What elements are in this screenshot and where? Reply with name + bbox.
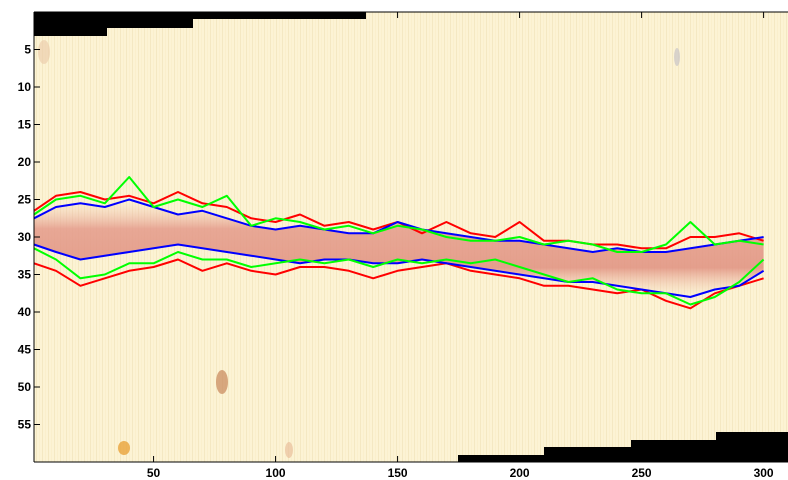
series-2-lower-line	[33, 243, 765, 298]
y-tick-label: 10	[18, 80, 32, 94]
plot-area	[33, 12, 788, 462]
x-tick-label: 100	[266, 466, 286, 480]
x-tick-label: 150	[388, 466, 408, 480]
image-spot	[674, 48, 680, 66]
image-spot	[118, 441, 130, 455]
image-corner-bottom-right	[458, 432, 788, 462]
image-spot	[285, 442, 293, 458]
y-tick-label: 25	[18, 193, 32, 207]
x-tick-label: 200	[510, 466, 530, 480]
y-tick-label: 20	[18, 155, 32, 169]
y-tick-label: 45	[18, 343, 32, 357]
series-3-lower-line	[33, 247, 765, 306]
y-tick-label: 40	[18, 305, 32, 319]
x-tick-label: 250	[632, 466, 652, 480]
image-corner-top-left	[34, 12, 366, 36]
y-tick-label: 30	[18, 230, 32, 244]
crack-band	[34, 199, 764, 297]
y-tick-label: 15	[18, 118, 32, 132]
y-tick-label: 50	[18, 380, 32, 394]
axes: 50 100 150 200 250 300 5 10 15 20 25 30 35 40 45 50 55	[18, 11, 788, 480]
y-tick-label: 35	[18, 268, 32, 282]
x-tick-label: 50	[147, 466, 161, 480]
series-3-upper-line	[33, 176, 764, 253]
image-spot	[216, 370, 228, 394]
image-spot	[38, 40, 50, 64]
y-tick-label: 55	[18, 418, 32, 432]
y-tick-label: 5	[24, 43, 31, 57]
x-tick-label: 300	[754, 466, 774, 480]
